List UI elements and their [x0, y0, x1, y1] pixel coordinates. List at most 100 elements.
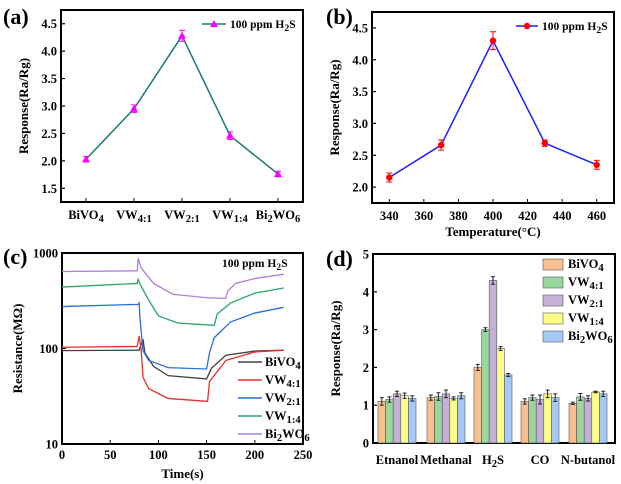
bar [551, 397, 560, 444]
y-axis-label: Resistance(MΩ) [10, 304, 25, 394]
y-tick-label: 5 [363, 248, 369, 262]
bar [481, 329, 490, 444]
x-tick-label: N-butanol [561, 453, 616, 467]
y-tick-label: 4.5 [352, 21, 368, 35]
bar [488, 280, 498, 444]
bar [449, 398, 458, 444]
panel-label: (a) [3, 4, 29, 29]
y-tick-label: 2.0 [41, 154, 57, 168]
x-tick-label: Bi2WO6 [256, 208, 301, 225]
bar [392, 393, 402, 444]
series-line [61, 335, 284, 402]
bar [408, 398, 417, 444]
panel-d: (d) 0 1 2 3 4 5 Response(Ra/Rg) Etnanol Methanal H… [326, 246, 616, 470]
bar [426, 397, 435, 444]
data-point [541, 139, 549, 147]
x-tick-label: 460 [587, 209, 606, 223]
data-point [210, 20, 218, 27]
legend-label: VW4:1 [265, 373, 301, 390]
x-tick-label: 380 [449, 209, 468, 223]
legend-label: BiVO4 [568, 257, 604, 274]
bar [535, 399, 545, 444]
x-tick-label: H2S [482, 453, 504, 470]
y-tick-label: 3.0 [41, 100, 57, 114]
x-tick-label: 440 [553, 209, 572, 223]
series-line [85, 34, 279, 175]
series-line [388, 38, 598, 179]
y-tick-label: 1000 [33, 247, 58, 261]
x-tick-label: BiVO4 [68, 208, 104, 225]
x-tick-label: 360 [414, 209, 433, 223]
y-tick-label: 2.5 [352, 149, 368, 163]
bar [434, 396, 443, 444]
x-tick-label: 150 [197, 448, 216, 462]
x-tick-label: 50 [104, 448, 117, 462]
x-tick-label: VW4:1 [116, 208, 152, 225]
y-tick-label: 2.5 [41, 127, 57, 141]
data-point [82, 155, 90, 163]
bar [457, 395, 466, 444]
legend-swatch [542, 330, 564, 343]
y-tick-label: 2 [363, 361, 369, 375]
legend-label: VW4:1 [568, 275, 604, 292]
bar [599, 393, 608, 444]
legend-label: VW1:4 [568, 311, 604, 328]
y-tick-label: 10 [46, 438, 59, 452]
y-tick-label: 3.5 [352, 85, 368, 99]
x-tick-label: 200 [245, 448, 264, 462]
legend-label: BiVO4 [265, 355, 301, 372]
bar [520, 401, 529, 444]
bar [591, 391, 600, 444]
panel-label: (c) [3, 244, 27, 269]
x-tick-label: VW1:4 [212, 208, 248, 225]
bar [473, 367, 482, 444]
x-tick-label: 420 [518, 209, 537, 223]
annotation: 100 ppm H2S [222, 258, 288, 273]
x-tick-label: VW2:1 [164, 208, 200, 225]
series-line [61, 258, 284, 300]
data-point [274, 170, 282, 178]
data-point [489, 37, 497, 44]
bar [568, 403, 577, 444]
panel-label: (b) [326, 4, 353, 29]
legend-label: VW2:1 [568, 293, 604, 310]
panel-a: (a) 1.5 2.0 2.5 3.0 3.5 4.0 4.5 Response(Ra/Rg) B… [3, 4, 304, 225]
legend-label: VW1:4 [265, 409, 301, 426]
y-axis-label: Response(Ra/Rg) [328, 300, 343, 396]
data-point [130, 104, 138, 112]
x-tick-label: 100 [149, 448, 168, 462]
legend-swatch [542, 276, 564, 289]
y-tick-label: 1 [363, 399, 369, 413]
y-tick-label: 100 [39, 342, 58, 356]
legend-label: 100 ppm H2S [230, 19, 296, 34]
panel-c: (c) 10 100 1000 Resistance(MΩ) 0 50 100 150 200 25… [3, 244, 312, 481]
series-line [61, 300, 284, 370]
y-tick-label: 1.5 [41, 182, 57, 196]
x-tick-label: 250 [294, 448, 313, 462]
bar [576, 396, 585, 444]
bar [583, 398, 593, 444]
data-point [523, 22, 531, 30]
legend-swatch [542, 294, 564, 307]
bar [385, 399, 394, 444]
y-tick-label: 4.5 [41, 17, 57, 31]
x-tick-label: 0 [59, 448, 65, 462]
x-tick-label: Etnanol [376, 453, 419, 467]
legend-label: Bi2WO6 [265, 427, 310, 444]
bar [377, 401, 386, 444]
bar [504, 374, 513, 444]
bar [400, 395, 409, 444]
series-line [61, 277, 284, 326]
x-tick-label: 340 [380, 209, 399, 223]
bar [543, 393, 552, 444]
series-line [61, 339, 284, 380]
bar [496, 348, 505, 444]
y-tick-label: 0 [363, 437, 369, 451]
x-axis-label: Temperature(°C) [445, 224, 540, 239]
data-point [437, 141, 445, 149]
y-tick-label: 3.5 [41, 72, 57, 86]
y-axis-label: Response(Ra/Rg) [327, 59, 342, 155]
data-point [178, 31, 186, 39]
y-tick-label: 4.0 [352, 53, 368, 67]
y-tick-label: 4 [363, 285, 370, 299]
